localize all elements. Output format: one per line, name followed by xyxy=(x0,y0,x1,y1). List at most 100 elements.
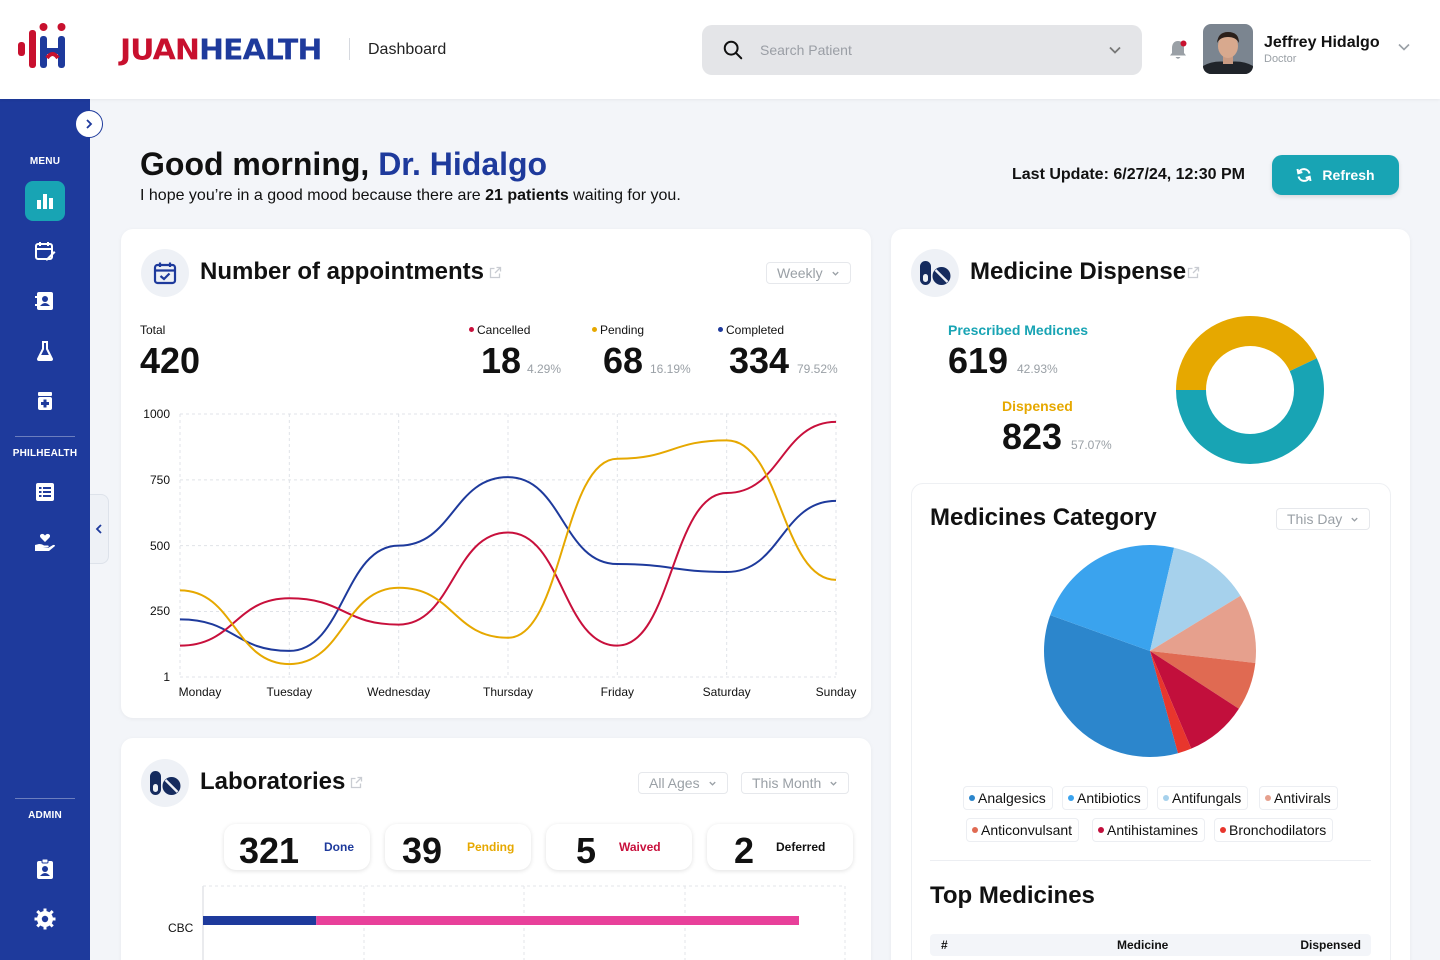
external-link-icon[interactable] xyxy=(350,776,363,789)
panel-toggle-tab[interactable] xyxy=(90,494,109,564)
lab-waived-value: 5 xyxy=(576,830,597,871)
search-icon xyxy=(723,40,743,60)
search-input[interactable] xyxy=(760,39,1080,61)
pie-slice-antivirals xyxy=(1150,595,1256,663)
laboratories-period-dropdown[interactable]: This Month xyxy=(741,772,850,794)
laboratories-age-dropdown[interactable]: All Ages xyxy=(638,772,728,794)
medicines-category-period-dropdown[interactable]: This Day xyxy=(1276,508,1371,530)
x-tick-label: Thursday xyxy=(482,685,534,699)
laboratories-title: Laboratories xyxy=(200,768,346,795)
donut-slice-1 xyxy=(1176,358,1324,464)
legend-item-anticonvulsant[interactable]: Anticonvulsant xyxy=(966,818,1080,842)
notification-bell-icon[interactable] xyxy=(1167,39,1189,61)
chevron-right-icon xyxy=(86,119,93,129)
hand-heart-icon xyxy=(35,533,55,551)
legend-label: Analgesics xyxy=(978,790,1046,806)
medicine-dispense-title: Medicine Dispense xyxy=(970,258,1187,285)
refresh-button[interactable]: Refresh xyxy=(1272,155,1399,195)
bar-chart-icon xyxy=(37,194,53,209)
sidebar-item-appointments[interactable] xyxy=(25,231,65,271)
list-document-icon xyxy=(36,483,54,501)
lab-deferred-value: 2 xyxy=(734,830,755,871)
page-title: Dashboard xyxy=(368,41,447,58)
legend-item-antihistamines[interactable]: Antihistamines xyxy=(1092,818,1206,842)
lab-bar-category-label: CBC xyxy=(168,921,194,935)
calendar-edit-icon xyxy=(35,242,56,261)
legend-label: Antihistamines xyxy=(1107,822,1199,838)
sidebar: MENU PHILHEALTH ADMIN xyxy=(0,99,90,960)
user-name[interactable]: Jeffrey Hidalgo xyxy=(1264,34,1380,51)
sidebar-item-dashboard[interactable] xyxy=(25,181,65,221)
lab-period-value: This Month xyxy=(752,775,822,791)
lab-pending-label: Pending xyxy=(467,840,515,854)
y-tick-label: 750 xyxy=(149,472,170,487)
lab-pending-box[interactable]: 39 Pending xyxy=(385,824,531,871)
x-tick-label: Tuesday xyxy=(266,685,313,699)
col-number: # xyxy=(941,938,948,952)
pie-slice-anticonvulsant xyxy=(1150,651,1256,709)
chevron-down-icon[interactable] xyxy=(1108,43,1122,57)
sidebar-item-philhealth-care[interactable] xyxy=(25,522,65,562)
legend-dot xyxy=(1098,827,1104,833)
dispensed-percent: 57.07% xyxy=(1071,438,1112,452)
lab-waived-box[interactable]: 5 Waived xyxy=(546,824,692,871)
pills-icon xyxy=(150,771,181,795)
lab-deferred-box[interactable]: 2 Deferred xyxy=(707,824,853,871)
legend-label: Antifungals xyxy=(1172,790,1242,806)
x-tick-label: Sunday xyxy=(815,685,857,699)
search-bar[interactable] xyxy=(702,25,1142,75)
contact-book-icon xyxy=(35,292,53,310)
sidebar-item-patients[interactable] xyxy=(25,281,65,321)
legend-item-antifungals[interactable]: Antifungals xyxy=(1157,786,1249,810)
sidebar-philhealth-label: PHILHEALTH xyxy=(12,448,78,459)
legend-dot xyxy=(1163,795,1169,801)
sidebar-collapse-button[interactable] xyxy=(75,110,103,138)
legend-item-antivirals[interactable]: Antivirals xyxy=(1259,786,1338,810)
header-divider xyxy=(349,38,350,60)
refresh-label: Refresh xyxy=(1322,167,1375,183)
legend-label: Bronchodilators xyxy=(1229,822,1327,838)
sidebar-item-pharmacy[interactable] xyxy=(25,381,65,421)
external-link-icon[interactable] xyxy=(1187,266,1200,279)
sidebar-item-philhealth-records[interactable] xyxy=(25,472,65,512)
sidebar-item-laboratory[interactable] xyxy=(25,331,65,371)
legend-dot xyxy=(1220,827,1226,833)
sidebar-item-settings[interactable] xyxy=(25,899,65,939)
total-label: Total xyxy=(140,323,166,337)
laboratories-card-icon xyxy=(141,759,189,807)
last-update-text: Last Update: 6/27/24, 12:30 PM xyxy=(1012,166,1245,183)
lab-done-box[interactable]: 321 Done xyxy=(224,824,370,871)
medicine-dispense-donut-chart xyxy=(1176,316,1324,464)
x-tick-label: Saturday xyxy=(702,685,751,699)
external-link-icon[interactable] xyxy=(489,266,502,279)
calendar-check-icon xyxy=(153,262,177,285)
user-menu-chevron-icon[interactable] xyxy=(1397,40,1411,54)
brand-wordmark[interactable]: JUANHEALTH xyxy=(120,33,322,68)
completed-label: Completed xyxy=(718,323,784,337)
dispensed-value: 823 xyxy=(1002,416,1063,457)
lab-deferred-label: Deferred xyxy=(776,840,826,854)
prescribed-value: 619 xyxy=(948,340,1009,381)
medicines-category-pie-chart xyxy=(1044,545,1256,757)
cancelled-percent: 4.29% xyxy=(527,362,562,376)
legend-item-bronchodilators[interactable]: Bronchodilators xyxy=(1214,818,1334,842)
col-medicine: Medicine xyxy=(1117,938,1169,952)
x-tick-label: Monday xyxy=(178,685,222,699)
refresh-icon xyxy=(1296,168,1312,182)
sidebar-item-admin-users[interactable] xyxy=(25,849,65,889)
category-period-value: This Day xyxy=(1287,511,1343,527)
user-avatar[interactable] xyxy=(1203,24,1253,74)
pie-slice-antibiotics xyxy=(1050,545,1175,651)
sidebar-separator xyxy=(15,798,75,799)
pie-slice-antifungals xyxy=(1150,547,1241,651)
legend-item-antibiotics[interactable]: Antibiotics xyxy=(1062,786,1148,810)
pie-slice-antihistamines xyxy=(1150,651,1239,749)
lab-done-value: 321 xyxy=(239,830,300,871)
col-dispensed: Dispensed xyxy=(1300,938,1361,952)
juanhealth-logo-icon[interactable] xyxy=(16,20,76,72)
appointments-period-dropdown[interactable]: Weekly xyxy=(766,262,851,284)
y-tick-label: 1000 xyxy=(143,407,170,421)
legend-dot xyxy=(1265,795,1271,801)
legend-item-analgesics[interactable]: Analgesics xyxy=(963,786,1053,810)
y-tick-label: 250 xyxy=(149,604,170,619)
